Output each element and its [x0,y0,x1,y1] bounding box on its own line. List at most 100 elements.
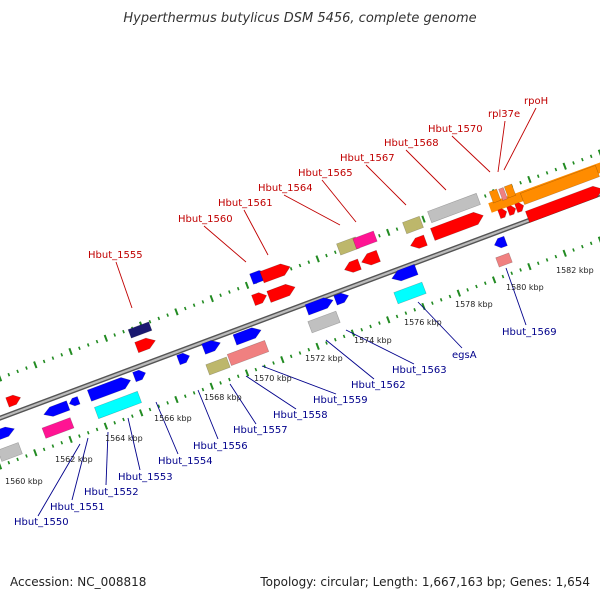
gene-label[interactable]: Hbut_1565 [298,168,353,179]
gene-label[interactable]: Hbut_1561 [218,198,273,209]
tick-mark-lower [60,440,64,445]
tick-mark-upper [315,255,320,263]
gene-glyph [86,377,132,402]
gene-glyph [41,417,75,439]
tick-mark-lower [254,367,258,372]
tick-mark-upper [307,260,311,264]
tick-mark-upper [536,174,540,178]
gene-label[interactable]: Hbut_1563 [392,365,447,376]
connector-line [243,209,269,256]
gene-label[interactable]: Hbut_1559 [313,395,368,406]
gene-label[interactable]: egsA [452,350,477,361]
kbp-label: 1568 kbp [204,393,242,402]
tick-mark-upper [201,300,205,304]
feature-glyphs [0,165,600,462]
tick-mark-lower [360,327,364,332]
tick-mark-upper [25,366,28,370]
kbp-label: 1572 kbp [305,354,343,363]
tick-mark-upper [192,303,196,307]
gene-label[interactable]: Hbut_1554 [158,456,213,467]
tick-mark-upper [527,175,532,184]
gene-glyph [43,400,71,417]
gene-label[interactable]: Hbut_1555 [88,250,143,261]
gene-label[interactable]: Hbut_1562 [351,380,406,391]
tick-mark-lower [183,394,187,398]
tick-mark-upper [95,339,99,344]
connector-line [105,431,109,486]
tick-mark-lower [307,347,311,352]
topology-text: Topology: circular; Length: 1,667,163 bp… [259,575,590,589]
tick-mark-lower [86,430,90,435]
tick-mark-lower [166,401,169,405]
gene-label[interactable]: Hbut_1556 [193,441,248,452]
tick-mark-upper [545,171,549,175]
gene-label[interactable]: Hbut_1568 [384,138,439,149]
gene-label[interactable]: Hbut_1552 [84,487,139,498]
connector-line [365,164,407,206]
gene-label[interactable]: rpl37e [488,109,520,120]
backbone-highlight [0,192,600,420]
connector-line [203,225,247,263]
tick-mark-lower [439,298,443,302]
tick-mark-upper [378,233,381,238]
gene-glyph [488,188,502,204]
gene-label[interactable]: Hbut_1558 [273,410,328,421]
connector-line [71,437,89,501]
gene-glyph [393,281,427,305]
tick-mark-lower [174,395,179,404]
tick-mark-lower [333,337,337,342]
kbp-label: 1580 kbp [506,283,544,292]
gene-label[interactable]: Hbut_1569 [502,327,557,338]
tick-mark-lower [342,334,346,339]
upper-gene-labels: Hbut_1555 Hbut_1560 Hbut_1561 Hbut_1564 … [88,96,548,261]
gene-label[interactable]: Hbut_1551 [50,502,105,513]
tick-mark-upper [597,149,600,156]
tick-mark-upper [298,263,302,268]
tick-mark-upper [174,308,179,316]
gene-glyph [391,263,419,282]
tick-mark-lower [148,407,152,412]
tick-mark-lower [51,444,55,448]
tick-mark-lower [103,422,109,430]
tick-mark-lower [272,361,275,365]
gene-glyph [132,369,147,383]
tick-mark-lower [131,414,134,418]
tick-mark-lower [369,324,372,329]
tick-mark-upper [395,227,399,231]
gene-label[interactable]: Hbut_1567 [340,153,395,164]
connector-line [245,375,297,410]
gene-label[interactable]: Hbut_1550 [14,517,69,528]
gene-glyph [506,205,517,216]
gene-label[interactable]: Hbut_1553 [118,472,173,483]
tick-mark-upper [166,313,169,317]
connector-line [283,194,341,226]
connector-line [37,443,81,517]
gene-label[interactable]: Hbut_1570 [428,124,483,135]
gene-label[interactable]: Hbut_1564 [258,183,313,194]
tick-mark-lower [78,434,81,438]
tick-mark-lower [42,447,46,452]
tick-mark-upper [42,359,46,364]
tick-marks [0,149,600,470]
gene-glyph [497,208,508,219]
gene-glyph [430,211,484,241]
gene-glyph [266,283,296,303]
tick-mark-lower [0,463,3,470]
tick-mark-lower [475,284,478,289]
genome-backbone [0,162,600,421]
gene-label[interactable]: Hbut_1560 [178,214,233,225]
gene-glyph [336,236,360,256]
gene-glyph [333,292,350,306]
tick-mark-lower [236,374,240,379]
tick-mark-upper [219,293,222,298]
gene-label[interactable]: rpoH [524,96,548,107]
tick-mark-lower [228,377,231,382]
connector-line [451,135,491,173]
tick-mark-lower [554,254,558,259]
tick-mark-lower [597,236,600,243]
gene-glyph [0,426,15,440]
tick-mark-lower [325,341,328,345]
gene-glyph [5,394,22,408]
tick-mark-upper [589,154,593,159]
gene-label[interactable]: Hbut_1557 [233,425,288,436]
